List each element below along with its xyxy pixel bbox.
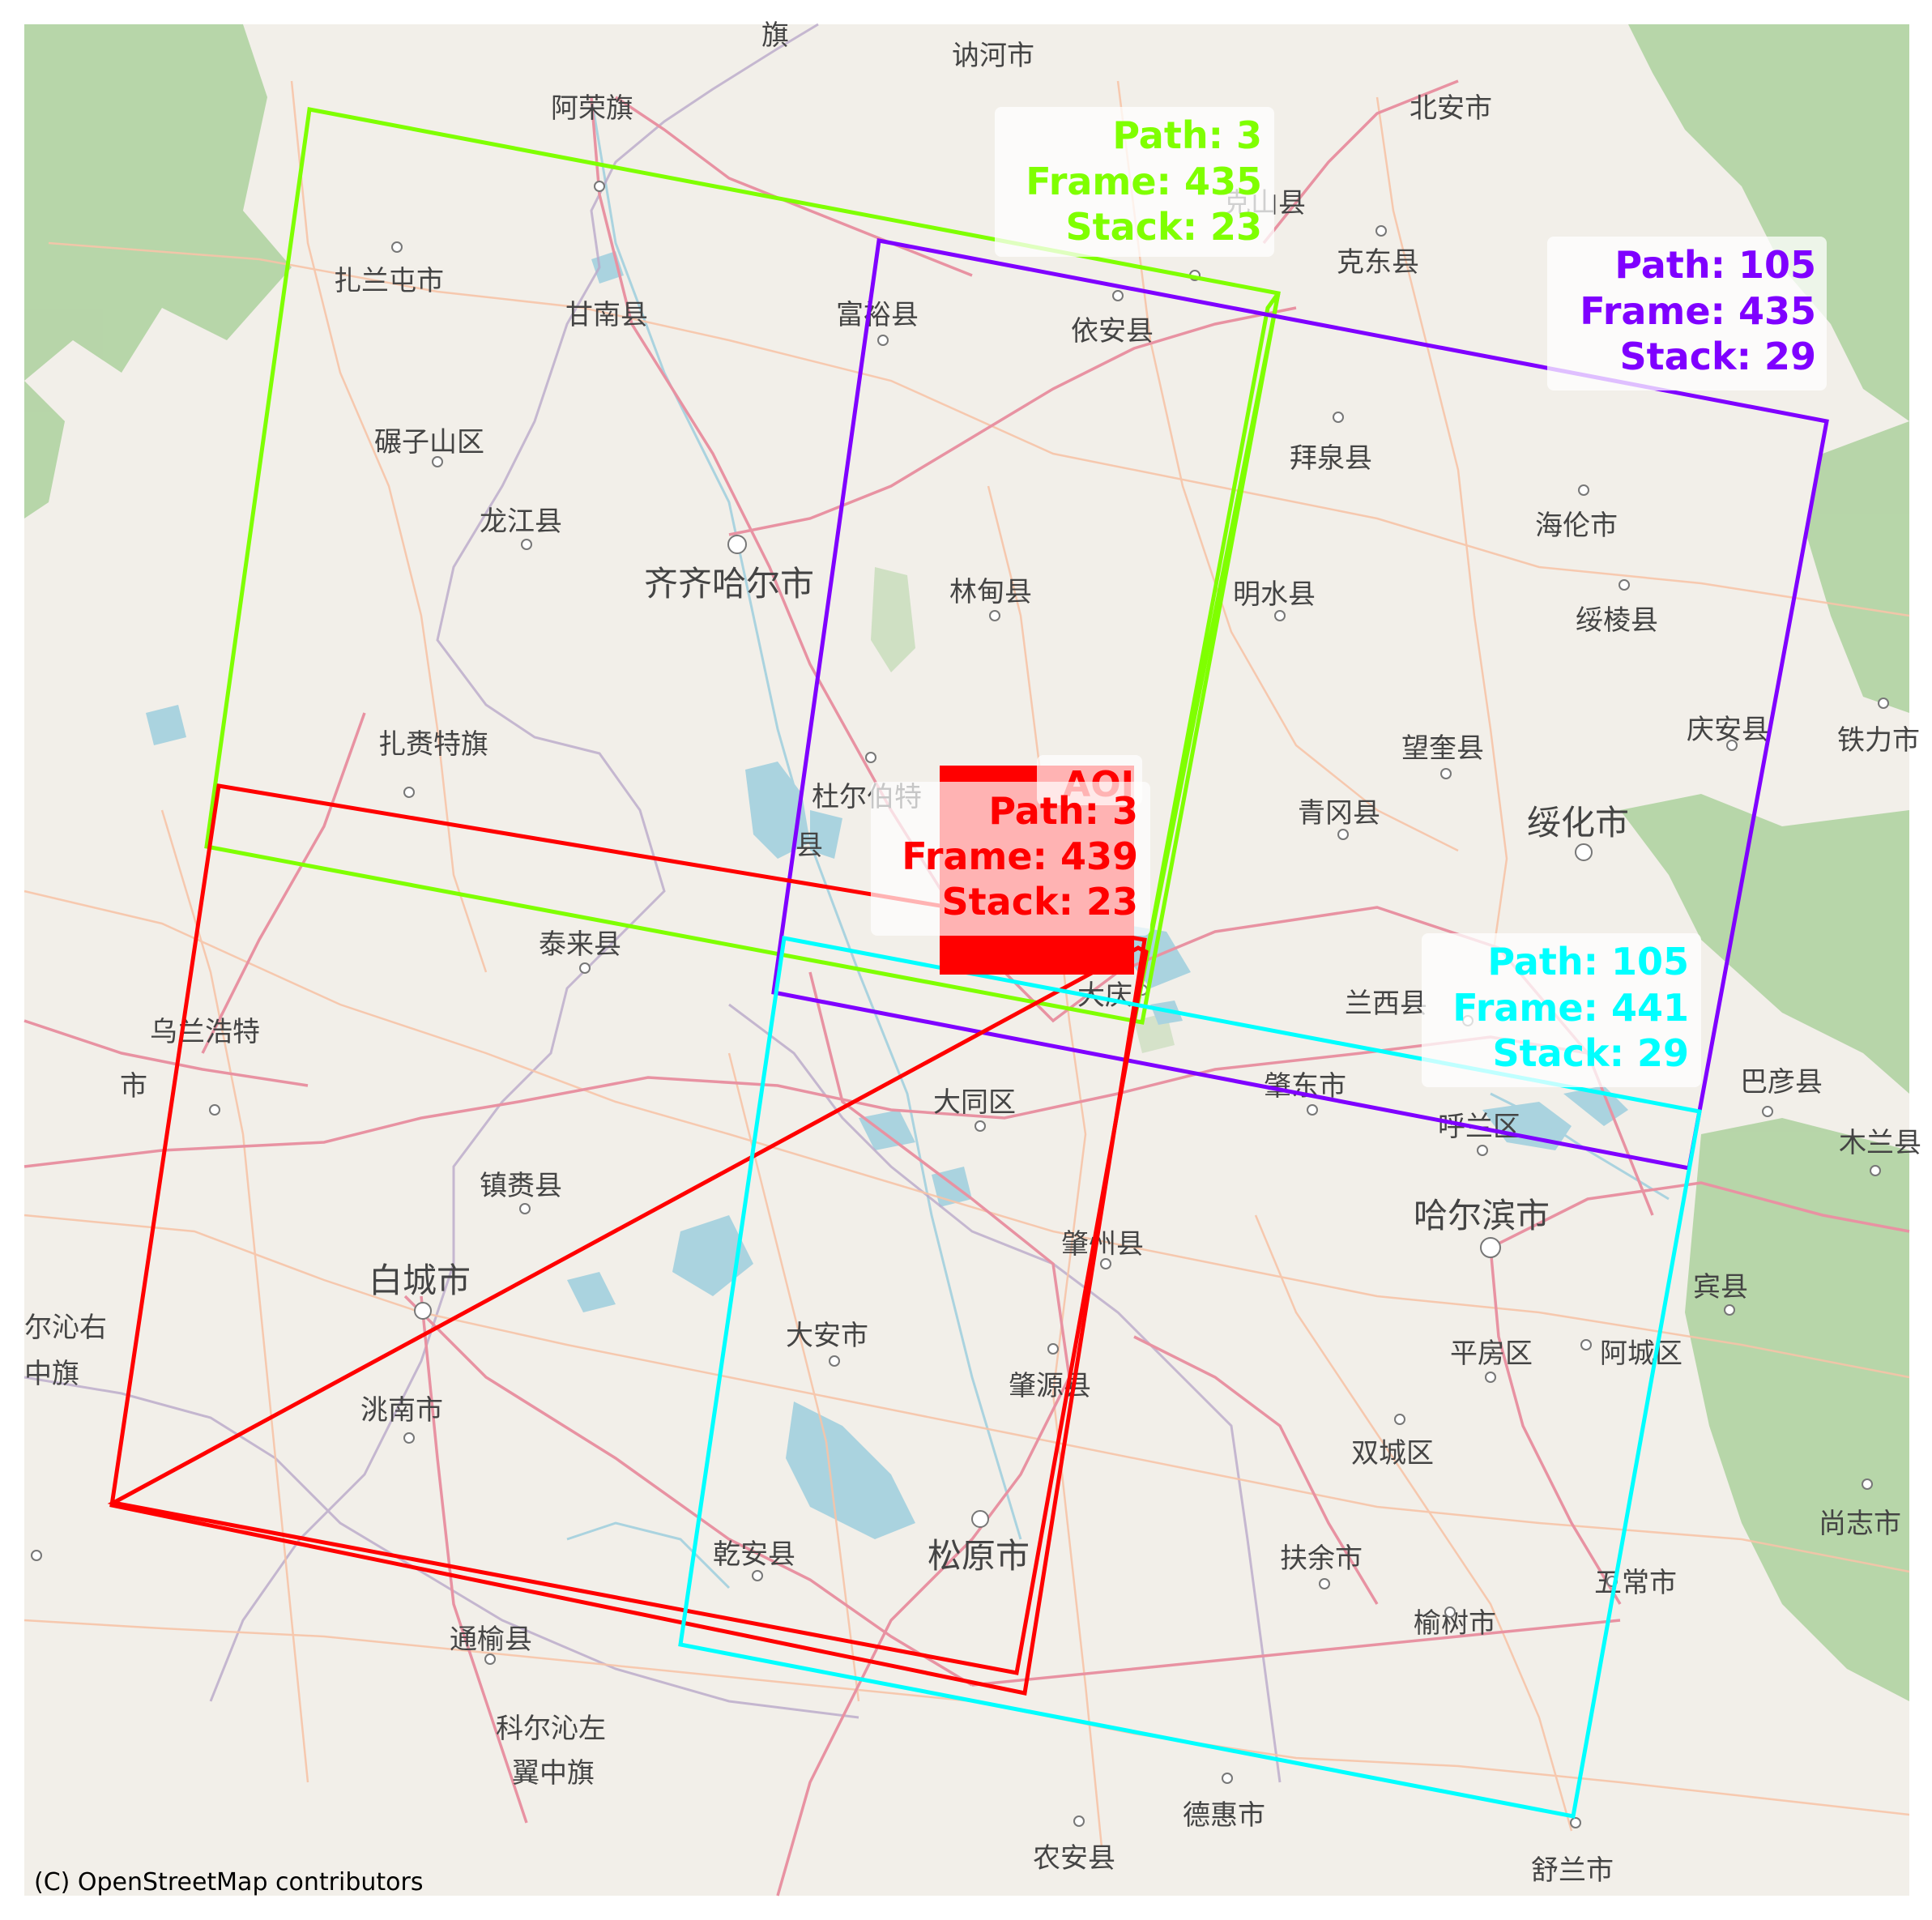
place-harbin: 哈尔滨市: [1414, 1196, 1550, 1235]
label-p3-f439-frame: Frame: 439: [902, 834, 1138, 878]
place-qianan: 乾安县: [713, 1538, 795, 1571]
label-p105-f441-stack: Stack: 29: [1493, 1031, 1689, 1075]
label-p3-f439: Path: 3 Frame: 439 Stack: 23: [871, 782, 1150, 936]
place-baicheng: 白城市: [369, 1261, 471, 1300]
footprint-outline-p3-f435-edge: [1132, 292, 1281, 1023]
label-p3-f439-stack: Stack: 23: [942, 880, 1138, 924]
label-p105-f435-stack: Stack: 29: [1620, 335, 1816, 378]
place-nehe: 讷河市: [952, 40, 1034, 72]
place-suiling: 绥棱县: [1576, 604, 1658, 637]
label-p3-f435-path: Path: 3: [1112, 113, 1262, 157]
label-p105-f435-frame: Frame: 435: [1580, 289, 1816, 333]
place-bayan: 巴彦县: [1740, 1066, 1823, 1099]
footprint-outline-p105-f441: [678, 936, 1702, 1819]
place-datong: 大同区: [933, 1086, 1016, 1119]
place-shulan: 舒兰市: [1531, 1854, 1614, 1887]
place-dehui: 德惠市: [1183, 1799, 1265, 1832]
place-zhaozhou: 肇州县: [1061, 1228, 1144, 1261]
place-zhenlai: 镇赉县: [480, 1170, 562, 1202]
place-labels: 旗 讷河市 阿荣旗 北安市 克山县 克东县 扎兰屯市 甘南县 富裕县 依安县 碾…: [24, 19, 1921, 1887]
place-gannan: 甘南县: [565, 299, 648, 331]
place-beian: 北安市: [1410, 92, 1492, 125]
footprint-outlines: [107, 107, 1829, 1819]
place-lanxi: 兰西县: [1345, 988, 1427, 1020]
place-kedong: 克东县: [1337, 246, 1419, 279]
place-longjiang: 龙江县: [480, 506, 562, 538]
label-p3-f435-stack: Stack: 23: [1066, 205, 1262, 249]
place-qiqihar: 齐齐哈尔市: [644, 564, 814, 604]
label-p3-f435-frame: Frame: 435: [1026, 160, 1262, 203]
place-qi-top: 旗: [761, 19, 789, 52]
rivers: [566, 96, 1670, 1589]
label-p105-f435: Path: 105 Frame: 435 Stack: 29: [1547, 237, 1827, 390]
place-zhalaiteqi: 扎赉特旗: [378, 728, 488, 761]
place-lindian: 林甸县: [949, 576, 1032, 608]
place-pingfang: 平房区: [1450, 1338, 1533, 1370]
place-binxian: 宾县: [1693, 1271, 1748, 1303]
place-mulan: 木兰县: [1839, 1127, 1921, 1159]
minor-roads: [23, 80, 1910, 1848]
place-tieli: 铁力市: [1837, 724, 1920, 757]
place-mingshui: 明水县: [1233, 578, 1316, 611]
place-wangkui: 望奎县: [1401, 732, 1484, 765]
place-niantzishan: 碾子山区: [374, 426, 484, 459]
footprint-outline-p3-f439: [109, 783, 1147, 1696]
place-zhalantun: 扎兰屯市: [334, 265, 444, 297]
label-p105-f441-path: Path: 105: [1487, 940, 1689, 983]
place-suihua: 绥化市: [1527, 803, 1629, 843]
footprint-outline-p3-f435: [204, 107, 1281, 1025]
place-hailun: 海伦市: [1535, 510, 1618, 542]
label-p105-f441: Path: 105 Frame: 441 Stack: 29: [1422, 933, 1701, 1087]
place-songyuan: 松原市: [928, 1536, 1030, 1576]
place-kezuoq1: 科尔沁左: [496, 1713, 606, 1745]
place-duerbote2: 县: [795, 830, 823, 862]
place-fuyu: 富裕县: [836, 299, 919, 331]
place-kezuoq2: 翼中旗: [512, 1757, 595, 1790]
footprint-outline-p3-f439b: [107, 945, 1149, 1675]
place-qinggang: 青冈县: [1298, 797, 1380, 830]
place-qingan: 庆安县: [1687, 714, 1769, 746]
place-wulanhaote: 乌兰浩特: [150, 1016, 260, 1048]
map-attribution: (C) OpenStreetMap contributors: [34, 1868, 423, 1897]
major-roads: [23, 79, 1910, 1897]
place-zhaoyuan: 肇源县: [1009, 1370, 1091, 1402]
place-shangzhi: 尚志市: [1819, 1508, 1901, 1540]
place-acheng: 阿城区: [1600, 1338, 1683, 1370]
label-p3-f439-path: Path: 3: [988, 789, 1138, 833]
place-kezuozhong2: 中旗: [24, 1358, 79, 1390]
place-wulanhaote2: 市: [120, 1070, 147, 1103]
place-daan: 大安市: [786, 1320, 868, 1352]
place-zhaodong: 肇东市: [1264, 1070, 1346, 1103]
place-taonan: 洮南市: [360, 1394, 443, 1427]
place-tongyu: 通榆县: [450, 1623, 532, 1656]
place-tailai: 泰来县: [539, 928, 621, 961]
place-arongqi: 阿荣旗: [551, 92, 633, 125]
place-nongan: 农安县: [1033, 1842, 1115, 1875]
place-baiquan: 拜泉县: [1290, 442, 1372, 475]
place-kezuozhong1: 尔沁右: [24, 1312, 107, 1344]
forest-areas: [24, 24, 1909, 1701]
place-fuyushi: 扶余市: [1280, 1542, 1363, 1575]
label-p105-f441-frame: Frame: 441: [1452, 986, 1689, 1030]
label-p105-f435-path: Path: 105: [1614, 243, 1816, 287]
place-shuangcheng: 双城区: [1351, 1437, 1434, 1470]
label-p3-f435: Path: 3 Frame: 435 Stack: 23: [995, 107, 1274, 257]
place-yian: 依安县: [1071, 315, 1154, 348]
